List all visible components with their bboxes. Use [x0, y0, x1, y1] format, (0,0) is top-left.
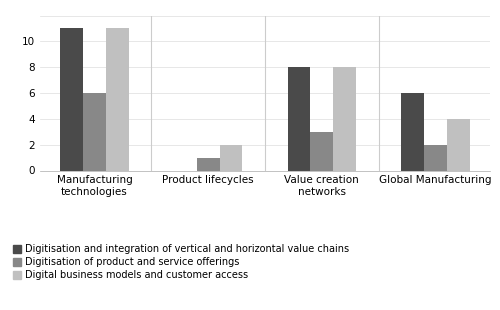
Legend: Digitisation and integration of vertical and horizontal value chains, Digitisati: Digitisation and integration of vertical… — [9, 241, 354, 284]
Bar — [424, 145, 447, 170]
Bar — [197, 157, 220, 170]
Bar — [310, 132, 333, 170]
Bar — [402, 93, 424, 170]
Bar — [333, 67, 356, 170]
Bar — [220, 145, 242, 170]
Bar — [106, 29, 128, 171]
Bar — [83, 93, 106, 170]
Bar — [60, 29, 83, 171]
Bar — [447, 119, 469, 170]
Bar — [288, 67, 310, 170]
